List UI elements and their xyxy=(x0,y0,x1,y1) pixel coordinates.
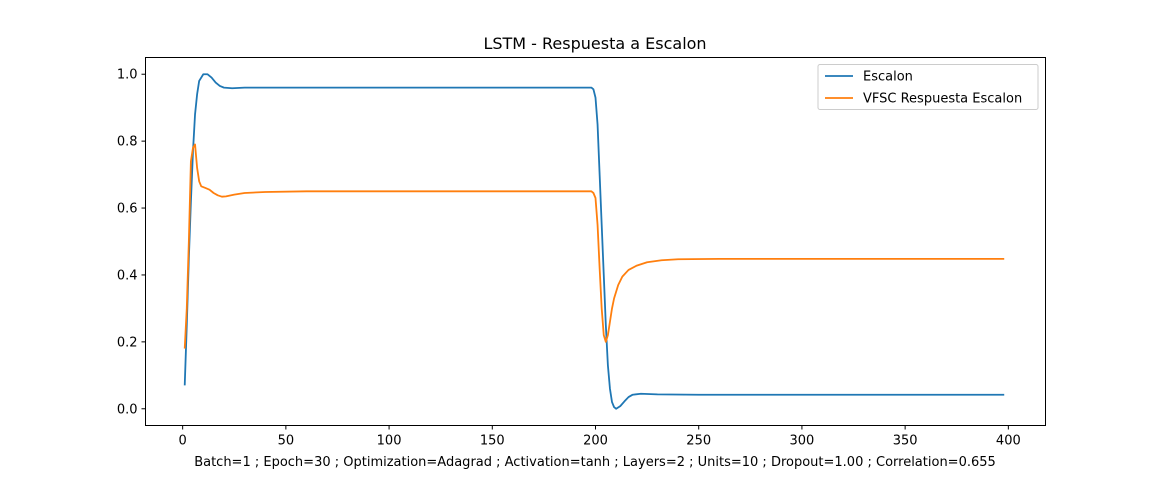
x-tick-label: 400 xyxy=(996,434,1021,449)
x-tick-label: 200 xyxy=(583,434,608,449)
x-axis-label: Batch=1 ; Epoch=30 ; Optimization=Adagra… xyxy=(194,455,996,470)
legend-label: VFSC Respuesta Escalon xyxy=(863,92,1022,107)
x-tick-label: 350 xyxy=(893,434,918,449)
legend: Escalon VFSC Respuesta Escalon xyxy=(817,64,1039,110)
x-tick-label: 250 xyxy=(686,434,711,449)
y-tick-label: 0.8 xyxy=(117,135,138,150)
y-tick-label: 0.2 xyxy=(117,335,138,350)
series-line-2 xyxy=(183,143,1005,349)
legend-box xyxy=(817,64,1039,110)
x-tick-label: 300 xyxy=(790,434,815,449)
plot-area xyxy=(183,73,1005,410)
y-tick-label: 0.0 xyxy=(117,402,138,417)
legend-label: Escalon xyxy=(863,70,913,85)
chart-title: LSTM - Respuesta a Escalon xyxy=(483,34,706,53)
x-axis: 0 50 100 150 200 250 300 350 400 xyxy=(179,425,1021,449)
x-tick-label: 100 xyxy=(377,434,402,449)
y-tick-label: 1.0 xyxy=(117,68,138,83)
y-tick-label: 0.4 xyxy=(117,268,138,283)
y-axis: 0.0 0.2 0.4 0.6 0.8 1.0 xyxy=(117,68,146,417)
y-tick-label: 0.6 xyxy=(117,202,138,217)
x-tick-label: 150 xyxy=(480,434,505,449)
x-tick-label: 50 xyxy=(278,434,295,449)
series-line-1 xyxy=(183,73,1005,410)
x-tick-label: 0 xyxy=(179,434,187,449)
